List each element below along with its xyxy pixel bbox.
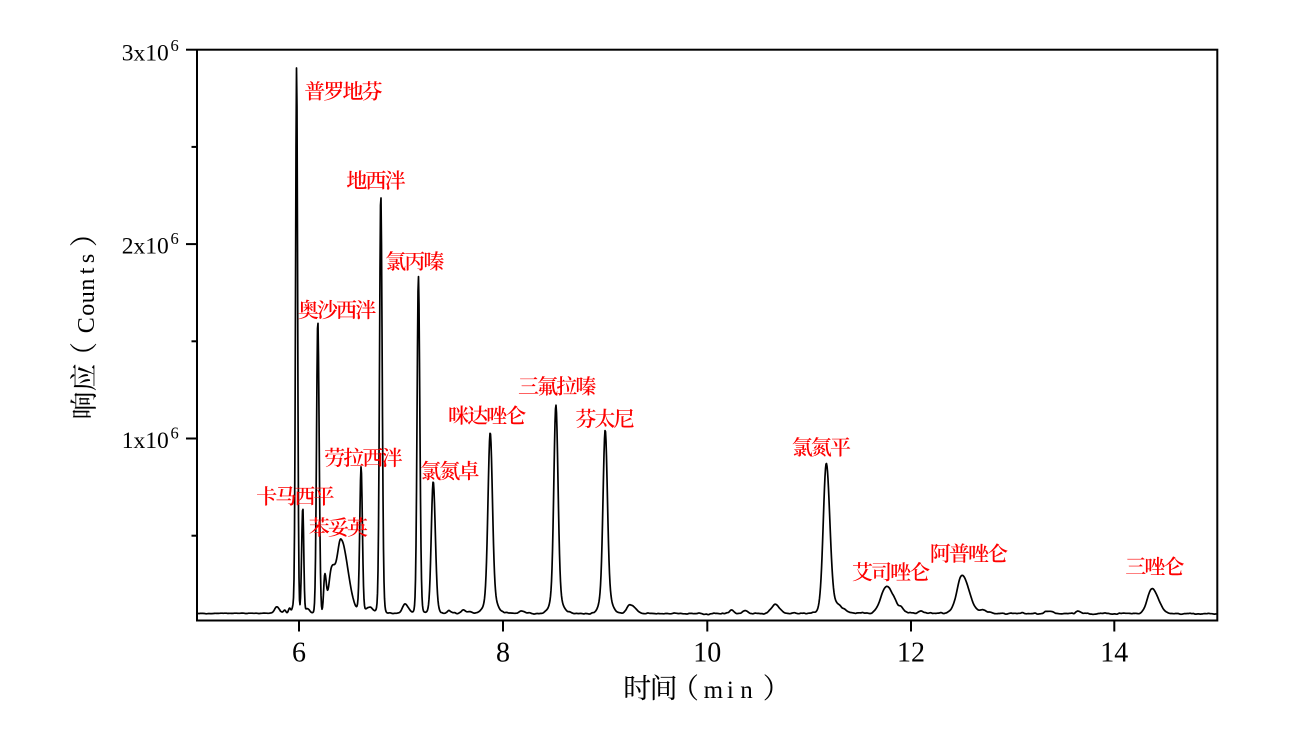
svg-text:i: i [727,677,734,704]
svg-text:o: o [74,304,100,316]
svg-text:6: 6 [171,423,179,442]
svg-text:12: 12 [897,637,925,668]
svg-text:1x10: 1x10 [122,428,169,454]
svg-text:m: m [704,677,724,704]
svg-text:n: n [740,677,753,704]
svg-text:10: 10 [693,637,721,668]
svg-text:3x10: 3x10 [122,40,169,66]
svg-text:6: 6 [171,36,179,55]
svg-text:t: t [74,267,100,274]
svg-text:6: 6 [171,229,179,248]
svg-text:8: 8 [496,637,510,668]
svg-text:C: C [74,317,100,333]
svg-text:14: 14 [1100,637,1128,668]
svg-text:n: n [74,279,100,291]
svg-text:6: 6 [292,637,306,668]
svg-text:u: u [74,291,100,303]
svg-text:2x10: 2x10 [122,233,169,259]
svg-text:s: s [74,254,100,263]
